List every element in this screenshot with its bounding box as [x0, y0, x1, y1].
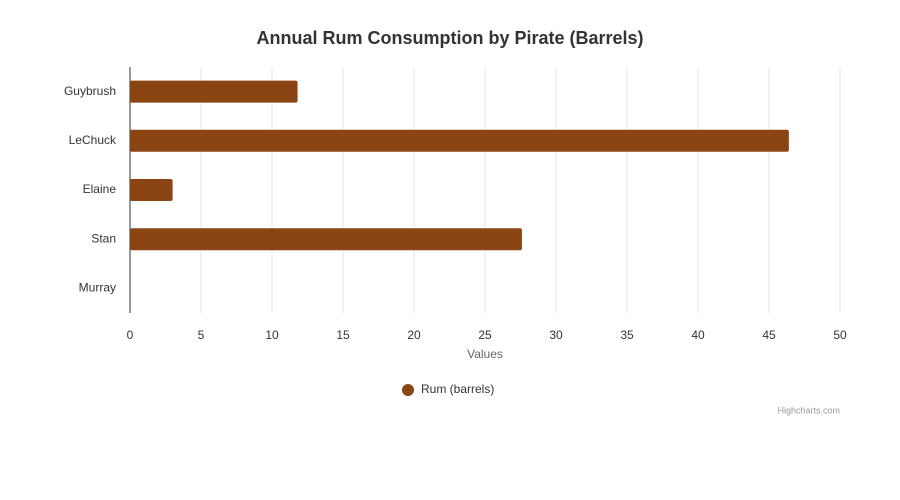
bar — [130, 179, 173, 201]
x-tick-label: 35 — [620, 328, 634, 342]
bar — [130, 80, 298, 103]
bar — [130, 228, 522, 251]
y-tick-label: Murray — [79, 281, 116, 295]
chart-title: Annual Rum Consumption by Pirate (Barrel… — [256, 28, 643, 48]
x-tick-label: 5 — [198, 328, 205, 342]
x-tick-label: 20 — [407, 328, 421, 342]
x-tick-label: 10 — [265, 328, 279, 342]
legend-marker[interactable] — [402, 384, 414, 396]
x-tick-label: 30 — [549, 328, 563, 342]
x-tick-label: 50 — [833, 328, 847, 342]
y-tick-label: Guybrush — [64, 84, 116, 98]
x-tick-label: 45 — [762, 328, 776, 342]
y-tick-label: LeChuck — [69, 133, 117, 147]
bar — [130, 129, 789, 152]
x-tick-label: 0 — [127, 328, 134, 342]
x-tick-label: 25 — [478, 328, 492, 342]
x-tick-label: 40 — [691, 328, 705, 342]
legend-label[interactable]: Rum (barrels) — [421, 382, 494, 396]
x-tick-label: 15 — [336, 328, 350, 342]
y-tick-label: Elaine — [83, 182, 117, 196]
x-axis-title: Values — [467, 347, 503, 361]
credits[interactable]: Highcharts.com — [777, 405, 840, 415]
y-tick-label: Stan — [91, 231, 116, 245]
